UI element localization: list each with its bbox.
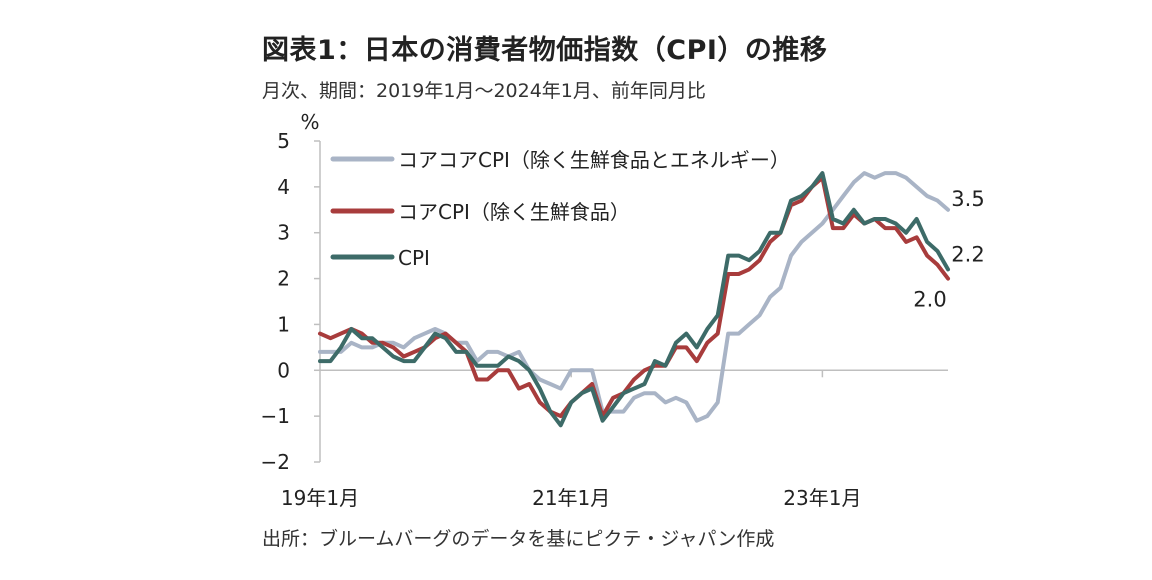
y-tick-label: 1 xyxy=(277,312,290,336)
x-tick-label: 21年1月 xyxy=(532,486,610,510)
x-tick-label: 19年1月 xyxy=(281,486,359,510)
chart-lines xyxy=(318,171,950,428)
series-line-1 xyxy=(318,171,950,423)
y-tick-label: 2 xyxy=(277,267,290,291)
chart-axes: −2 −1 0 1 2 3 4 5% 19年1月 21年1月 23年1月 xyxy=(261,110,948,510)
source-note: 出所：ブルームバーグのデータを基にピクテ・ジャパン作成 xyxy=(262,528,775,550)
legend-label-3: CPI xyxy=(398,246,430,270)
series-line-3 xyxy=(318,171,950,428)
y-tick-label: −1 xyxy=(261,404,290,428)
chart-subtitle: 月次、期間：2019年1月～2024年1月、前年同月比 xyxy=(262,80,706,102)
y-unit-label: % xyxy=(300,110,319,134)
y-tick-label: 5 xyxy=(277,129,290,153)
y-tick-label: 0 xyxy=(277,358,290,382)
x-tick-label: 23年1月 xyxy=(783,486,861,510)
end-value-label-2: 2.0 xyxy=(913,288,946,312)
chart-legend: コアコアCPI（除く生鮮食品とエネルギー） コアCPI（除く生鮮食品） CPI xyxy=(330,148,790,270)
y-tick-label: 4 xyxy=(277,175,290,199)
chart-end-labels: 3.5 2.02.2 xyxy=(913,187,984,312)
legend-label-1: コアコアCPI（除く生鮮食品とエネルギー） xyxy=(398,148,790,172)
y-tick-label: −2 xyxy=(261,450,290,474)
y-tick-label: 3 xyxy=(277,221,290,245)
legend-label-2: コアCPI（除く生鮮食品） xyxy=(398,200,630,224)
chart-title: 図表1：日本の消費者物価指数（CPI）の推移 xyxy=(262,35,828,66)
end-value-label-3: 2.2 xyxy=(951,242,984,266)
end-value-label-1: 3.5 xyxy=(951,187,984,211)
